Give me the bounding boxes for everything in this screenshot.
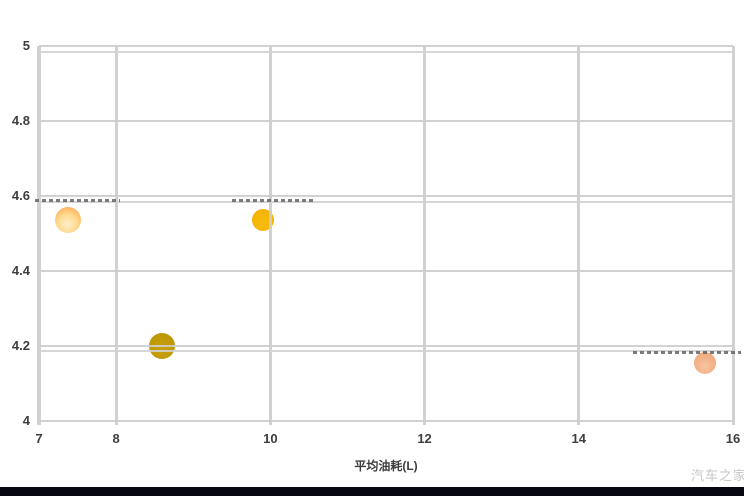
x-axis-title: 平均油耗(L) bbox=[354, 459, 418, 473]
gridline-vertical bbox=[37, 46, 41, 425]
annotation-dash bbox=[35, 198, 120, 202]
average-markline bbox=[39, 349, 733, 352]
x-tick-label: 7 bbox=[35, 431, 43, 446]
y-tick-label: 5 bbox=[22, 38, 30, 53]
gridline-horizontal bbox=[39, 45, 733, 47]
bubble-point[interactable] bbox=[251, 209, 274, 232]
gridline-vertical bbox=[731, 46, 735, 425]
bubble-point[interactable] bbox=[55, 207, 82, 234]
y-tick-label: 4.6 bbox=[11, 188, 30, 203]
gridline-vertical bbox=[268, 46, 272, 425]
average-markline bbox=[39, 200, 733, 203]
x-tick-label: 8 bbox=[112, 431, 120, 446]
gridline-horizontal bbox=[39, 270, 733, 272]
gridline-vertical bbox=[114, 46, 118, 425]
y-tick-label: 4 bbox=[22, 413, 30, 428]
footer-bar bbox=[0, 487, 744, 496]
gridline-vertical bbox=[423, 46, 427, 425]
gridline-vertical bbox=[577, 46, 581, 425]
x-tick-label: 16 bbox=[725, 431, 741, 446]
average-markline bbox=[39, 50, 733, 53]
x-tick-label: 14 bbox=[571, 431, 586, 446]
x-tick-label: 10 bbox=[263, 431, 278, 446]
gridline-horizontal bbox=[39, 195, 733, 197]
y-tick-label: 4.4 bbox=[11, 263, 30, 278]
gridline-horizontal bbox=[39, 120, 733, 122]
gridline-horizontal bbox=[39, 420, 733, 422]
annotation-dash bbox=[231, 198, 313, 202]
x-tick-label: 12 bbox=[417, 431, 432, 446]
y-tick-label: 4.2 bbox=[11, 338, 30, 353]
watermark-autohome: 汽车之家 bbox=[691, 468, 744, 483]
y-tick-label: 4.8 bbox=[11, 113, 30, 128]
bubble-point[interactable] bbox=[694, 351, 717, 374]
annotation-dash bbox=[632, 350, 741, 354]
gridline-horizontal bbox=[39, 345, 733, 347]
